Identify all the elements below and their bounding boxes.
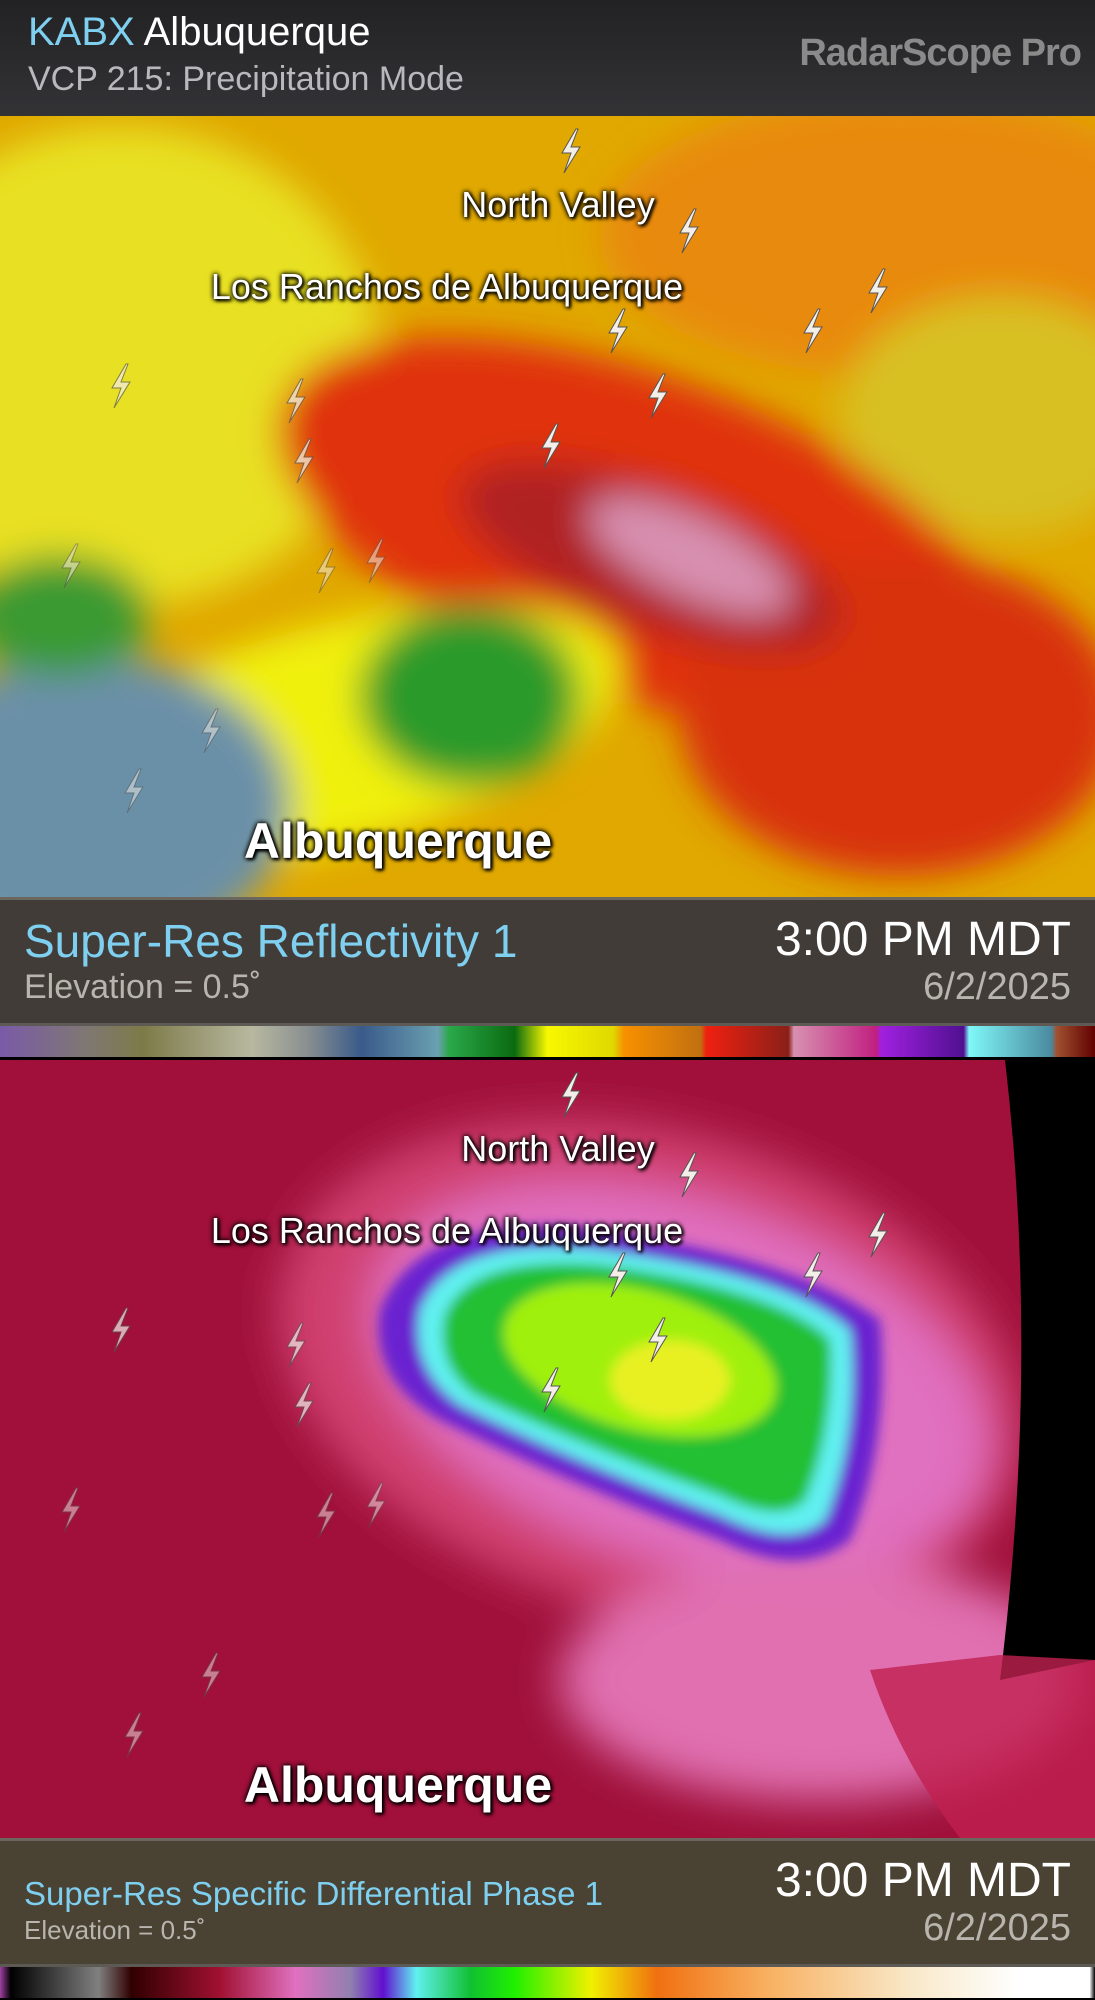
- lightning-bolt-icon: [286, 1322, 306, 1368]
- lightning-bolt-icon: [61, 543, 81, 589]
- product-info-bar[interactable]: Super-Res Reflectivity 1 Elevation = 0.5…: [0, 897, 1095, 1023]
- lightning-bolt-icon: [541, 423, 561, 469]
- lightning-bolt-icon: [648, 1317, 668, 1363]
- lightning-bolt-icon: [61, 1487, 81, 1533]
- scan-time: 3:00 PM MDT: [774, 1854, 1071, 1907]
- lightning-bolt-icon: [679, 208, 699, 254]
- product-name[interactable]: Super-Res Reflectivity 1: [24, 915, 518, 967]
- lightning-bolt-icon: [608, 308, 628, 354]
- lightning-bolt-icon: [608, 1252, 628, 1298]
- product-name[interactable]: Super-Res Specific Differential Phase 1: [24, 1875, 604, 1912]
- lightning-bolt-icon: [124, 768, 144, 814]
- lightning-bolt-icon: [111, 363, 131, 409]
- brand-logo: RadarScope Pro: [799, 32, 1082, 74]
- lightning-bolt-icon: [868, 1212, 888, 1258]
- lightning-bolt-icon: [111, 1307, 131, 1353]
- site-id: KABX: [28, 10, 135, 54]
- lightning-bolt-icon: [316, 548, 336, 594]
- product-info-bar[interactable]: Super-Res Specific Differential Phase 1 …: [0, 1838, 1095, 1964]
- lightning-bolt-icon: [294, 1382, 314, 1428]
- lightning-bolt-icon: [648, 373, 668, 419]
- lightning-bolt-icon: [286, 378, 306, 424]
- map-label-los-ranchos: Los Ranchos de Albuquerque: [210, 266, 684, 307]
- site-title[interactable]: KABX Albuquerque: [28, 10, 370, 55]
- header: KABX Albuquerque VCP 215: Precipitation …: [0, 0, 1095, 116]
- map-label-north-valley: North Valley: [461, 1128, 655, 1169]
- lightning-bolt-icon: [803, 1252, 823, 1298]
- lightning-bolt-icon: [366, 538, 386, 584]
- lightning-bolt-icon: [366, 1482, 386, 1528]
- lightning-bolt-icon: [561, 1072, 581, 1118]
- map-label-north-valley: North Valley: [461, 184, 655, 225]
- elevation: Elevation = 0.5˚: [24, 1915, 206, 1945]
- lightning-bolt-icon: [868, 268, 888, 314]
- lightning-bolt-icon: [316, 1492, 336, 1538]
- map-label-los-ranchos: Los Ranchos de Albuquerque: [210, 1210, 684, 1251]
- scan-time: 3:00 PM MDT: [774, 913, 1071, 966]
- differential-phase-map[interactable]: North Valley Los Ranchos de Albuquerque …: [0, 1060, 1095, 1838]
- reflectivity-field: [0, 116, 1095, 897]
- reflectivity-map[interactable]: North Valley Los Ranchos de Albuquerque …: [0, 116, 1095, 897]
- reflectivity-color-scale: [0, 1023, 1095, 1057]
- map-label-albuquerque: Albuquerque: [243, 813, 553, 869]
- vcp-mode: VCP 215: Precipitation Mode: [28, 60, 464, 98]
- lightning-bolt-icon: [294, 438, 314, 484]
- map-label-albuquerque: Albuquerque: [243, 1757, 553, 1813]
- differential-phase-color-scale: [0, 1964, 1095, 1998]
- lightning-bolt-icon: [201, 1652, 221, 1698]
- scan-date: 6/2/2025: [923, 966, 1071, 1008]
- site-name: Albuquerque: [143, 10, 371, 54]
- lightning-bolt-icon: [561, 128, 581, 174]
- elevation: Elevation = 0.5˚: [24, 968, 262, 1006]
- differential-phase-field: [0, 1060, 1095, 1838]
- lightning-bolt-icon: [201, 708, 221, 754]
- lightning-bolt-icon: [124, 1712, 144, 1758]
- lightning-bolt-icon: [541, 1367, 561, 1413]
- lightning-bolt-icon: [803, 308, 823, 354]
- lightning-bolt-icon: [679, 1152, 699, 1198]
- scan-date: 6/2/2025: [923, 1907, 1071, 1949]
